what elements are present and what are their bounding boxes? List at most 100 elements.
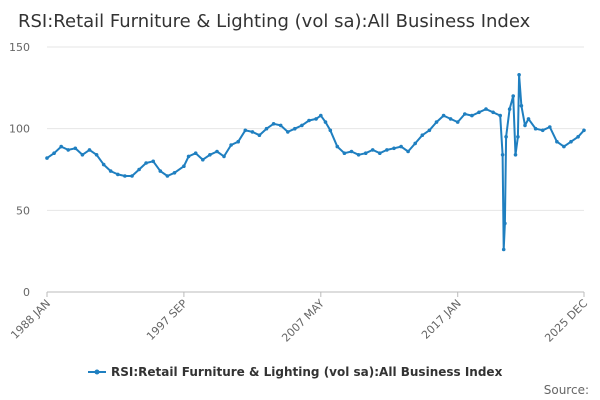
data-point[interactable]: [215, 149, 219, 154]
data-point[interactable]: [507, 107, 512, 111]
data-point[interactable]: [319, 113, 323, 118]
data-point[interactable]: [484, 107, 488, 111]
data-point[interactable]: [144, 161, 148, 165]
data-point[interactable]: [80, 153, 85, 157]
data-point[interactable]: [385, 148, 389, 152]
data-point[interactable]: [500, 153, 505, 157]
data-point[interactable]: [172, 171, 177, 175]
data-point[interactable]: [236, 139, 240, 144]
data-point[interactable]: [66, 148, 70, 152]
data-point[interactable]: [503, 221, 507, 226]
data-point[interactable]: [569, 139, 573, 144]
data-point[interactable]: [52, 151, 56, 155]
data-point[interactable]: [193, 151, 198, 155]
data-point[interactable]: [406, 149, 410, 154]
data-point[interactable]: [45, 156, 49, 160]
data-point[interactable]: [342, 151, 347, 155]
data-point[interactable]: [517, 73, 521, 77]
data-point[interactable]: [356, 153, 361, 157]
data-point[interactable]: [314, 117, 318, 121]
data-point[interactable]: [349, 149, 354, 154]
data-point[interactable]: [94, 153, 99, 157]
x-axis: 1988 JAN 1997 SEP 2007 MAY 2017 JAN 2025 DEC: [8, 291, 590, 345]
data-point[interactable]: [504, 135, 508, 139]
data-point[interactable]: [455, 120, 460, 124]
data-point[interactable]: [477, 110, 481, 115]
x-tick-label: 2025 DEC: [542, 297, 590, 345]
data-point[interactable]: [130, 174, 134, 178]
source-label: Source:: [544, 383, 589, 397]
data-point[interactable]: [378, 151, 382, 155]
data-point[interactable]: [448, 117, 453, 121]
legend-marker: [94, 369, 100, 375]
data-point[interactable]: [137, 167, 141, 172]
data-point[interactable]: [208, 153, 212, 157]
data-point[interactable]: [151, 159, 155, 164]
data-point[interactable]: [300, 123, 304, 128]
data-point[interactable]: [523, 123, 527, 128]
data-point[interactable]: [101, 162, 106, 167]
data-point[interactable]: [271, 122, 276, 126]
data-point[interactable]: [243, 128, 248, 133]
y-tick-label: 0: [23, 286, 30, 299]
data-point[interactable]: [293, 126, 297, 131]
data-point[interactable]: [555, 139, 559, 144]
data-point[interactable]: [158, 169, 163, 173]
y-tick-label: 100: [9, 123, 30, 136]
data-point[interactable]: [108, 169, 113, 173]
data-point[interactable]: [182, 164, 186, 168]
data-point[interactable]: [250, 130, 255, 134]
data-point[interactable]: [399, 144, 403, 149]
data-point[interactable]: [328, 128, 333, 133]
data-point[interactable]: [526, 117, 531, 121]
data-point[interactable]: [73, 146, 78, 151]
data-point[interactable]: [286, 130, 290, 134]
x-tick-label: 2017 JAN: [419, 297, 464, 342]
data-point[interactable]: [222, 154, 226, 159]
data-point[interactable]: [116, 172, 120, 177]
data-point[interactable]: [87, 148, 92, 152]
data-point[interactable]: [201, 157, 205, 162]
data-point[interactable]: [511, 94, 515, 98]
data-point[interactable]: [123, 174, 127, 178]
data-point[interactable]: [392, 146, 396, 151]
data-point[interactable]: [498, 113, 503, 118]
data-point[interactable]: [562, 144, 566, 149]
data-point[interactable]: [229, 143, 233, 147]
data-point[interactable]: [470, 113, 474, 118]
data-point[interactable]: [257, 133, 262, 137]
data-point[interactable]: [59, 144, 63, 149]
data-point[interactable]: [441, 113, 446, 118]
data-point[interactable]: [463, 112, 467, 116]
x-tick-label: 1997 SEP: [144, 297, 190, 343]
data-point[interactable]: [335, 144, 340, 149]
data-point[interactable]: [491, 110, 495, 115]
data-point[interactable]: [413, 141, 418, 146]
data-point[interactable]: [540, 128, 545, 133]
y-tick-label: 150: [9, 41, 30, 54]
data-point[interactable]: [278, 123, 283, 128]
data-point[interactable]: [323, 120, 328, 124]
data-point[interactable]: [533, 126, 538, 131]
data-point[interactable]: [427, 128, 432, 133]
y-tick-label: 50: [16, 204, 30, 217]
data-point[interactable]: [519, 104, 524, 108]
data-point[interactable]: [582, 128, 586, 133]
data-point[interactable]: [307, 118, 311, 123]
data-point[interactable]: [516, 135, 520, 139]
data-point[interactable]: [186, 154, 191, 159]
data-point[interactable]: [420, 133, 425, 137]
data-point[interactable]: [264, 126, 269, 131]
chart-title: RSI:Retail Furniture & Lighting (vol sa)…: [18, 11, 531, 32]
data-point[interactable]: [434, 120, 439, 124]
legend-item-label[interactable]: RSI:Retail Furniture & Lighting (vol sa)…: [111, 365, 503, 379]
data-point[interactable]: [363, 151, 368, 155]
data-point[interactable]: [513, 153, 518, 157]
data-point[interactable]: [501, 247, 506, 252]
legend[interactable]: RSI:Retail Furniture & Lighting (vol sa)…: [88, 365, 503, 379]
data-point[interactable]: [576, 135, 580, 139]
x-tick-label: 2007 MAY: [279, 297, 327, 345]
data-point[interactable]: [165, 174, 170, 178]
data-point[interactable]: [548, 125, 552, 129]
data-point[interactable]: [370, 148, 375, 152]
